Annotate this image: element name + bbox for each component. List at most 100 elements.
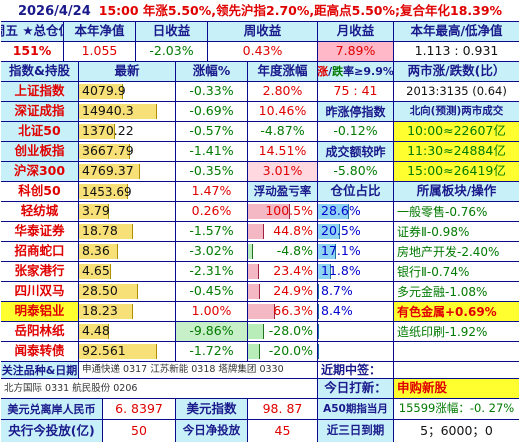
- index-price: 1370.22: [82, 123, 134, 139]
- holding-pl: -20.0%: [268, 343, 313, 359]
- holding-share-cell: 11.8%: [318, 262, 393, 281]
- title-date: 2026/4/24: [17, 3, 91, 19]
- kc50-price: 1453.69: [82, 184, 132, 199]
- today-ipo-value[interactable]: 申购新股: [394, 379, 519, 398]
- index-col4: -5.80%: [318, 162, 393, 181]
- val-week: 0.43%: [208, 42, 317, 61]
- holding-share-cell: [318, 342, 393, 361]
- kc50-price-cell: 1453.69: [79, 182, 175, 201]
- holding-price-cell: 8.36: [79, 242, 175, 261]
- index-name[interactable]: 创业板指: [1, 142, 78, 161]
- hdr-sector: 所属板块/操作: [394, 182, 519, 201]
- holding-pl: -4.8%: [276, 243, 313, 259]
- holding-pl-cell: -28.0%: [248, 322, 317, 341]
- hdr-day: 日收益: [136, 22, 207, 41]
- hdr-index-name: 指数&持股: [1, 62, 78, 81]
- holding-price-cell: 18.23: [79, 302, 175, 321]
- holding-share-cell: 20.5%: [318, 222, 393, 241]
- index-price: 4079.9: [82, 83, 126, 99]
- index-price: 14940.3: [82, 103, 134, 119]
- holding-sector: 多元金融-1.08%: [394, 282, 519, 301]
- hdr-year: 年度涨幅: [248, 62, 317, 81]
- hdr-high-low: 本年最高/低净值: [394, 22, 519, 41]
- holding-price: 8.36: [82, 243, 110, 259]
- maturity-value: 5；6000；0: [394, 420, 519, 442]
- holding-share: 8.7%: [321, 283, 353, 299]
- holding-pl: 44.8%: [273, 223, 313, 239]
- holding-price-cell: 18.78: [79, 222, 175, 241]
- holding-share: 28.6%: [321, 203, 361, 219]
- index-year: 14.51%: [248, 142, 317, 161]
- holding-name[interactable]: 明泰铝业: [1, 302, 78, 321]
- index-col4: 成交额较昨: [318, 142, 393, 161]
- index-change: -0.69%: [176, 102, 247, 121]
- holding-sector: 证券Ⅱ-0.98%: [394, 222, 519, 241]
- index-name[interactable]: 北证50: [1, 122, 78, 141]
- holding-price-cell: 4.65: [79, 262, 175, 281]
- holding-name[interactable]: 华泰证券: [1, 222, 78, 241]
- index-col5: 15:00≈26419亿: [394, 162, 519, 181]
- holding-pl: 100.5%: [265, 203, 313, 219]
- index-price-cell: 3667.79: [79, 142, 175, 161]
- index-col4: 75 : 41: [318, 82, 393, 101]
- index-price: 4769.37: [82, 163, 134, 179]
- watch-items-1: 申通快递 0317 江苏新能 0318 塔牌集团 0330: [79, 362, 317, 378]
- title-bar: 2026/4/24 15:00 年涨5.50%,领先沪指2.70%,距高点5.5…: [1, 1, 519, 21]
- index-price-cell: 4769.37: [79, 162, 175, 181]
- hdr-down-label: 跌: [332, 65, 344, 78]
- holding-pl: -28.0%: [268, 323, 313, 339]
- val-position: 151%: [1, 42, 63, 61]
- holding-change: -1.57%: [176, 222, 247, 241]
- index-year: 2.80%: [248, 82, 317, 101]
- holding-price: 18.23: [82, 303, 118, 319]
- holding-pl-cell: 44.8%: [248, 222, 317, 241]
- holding-name[interactable]: 张家港行: [1, 262, 78, 281]
- hdr-month: 月收益: [318, 22, 393, 41]
- kc50-change: 1.47%: [176, 182, 247, 201]
- val-day: -2.03%: [136, 42, 207, 61]
- holding-change: 1.00%: [176, 302, 247, 321]
- holding-price: 18.78: [82, 223, 118, 239]
- near-sign-label: 近期中签：: [318, 362, 393, 378]
- hdr-updown-rate: 涨 / 跌率≥9.9%: [318, 62, 393, 81]
- holding-share-cell: 17.1%: [318, 242, 393, 261]
- holding-pl-cell: -20.0%: [248, 342, 317, 361]
- holding-pl: 23.4%: [273, 263, 313, 279]
- holding-pl-cell: 66.3%: [248, 302, 317, 321]
- holding-change: -2.31%: [176, 262, 247, 281]
- index-col5: 11:30≈24884亿: [394, 142, 519, 161]
- usdcnh-label: 美元兑离岸人民币: [1, 399, 102, 419]
- holding-name[interactable]: 轻纺城: [1, 202, 78, 221]
- net-inject-value: 45: [248, 420, 317, 442]
- index-year: -4.87%: [248, 122, 317, 141]
- index-col4: -0.12%: [318, 122, 393, 141]
- hdr-float-pl: 浮动盈亏率: [248, 182, 317, 201]
- pboc-value: 50: [103, 420, 175, 442]
- hdr-change: 涨幅%: [176, 62, 247, 81]
- holding-name[interactable]: 四川双马: [1, 282, 78, 301]
- index-name[interactable]: 深证成指: [1, 102, 78, 121]
- holding-price-cell: 3.79: [79, 202, 175, 221]
- holding-price: 4.65: [82, 263, 110, 279]
- kc50-name[interactable]: 科创50: [1, 182, 78, 201]
- near-sign-value: [394, 362, 519, 378]
- holding-price: 92.561: [82, 343, 126, 359]
- val-high-low: 1.113 : 0.931: [394, 42, 519, 61]
- hdr-latest: 最新: [79, 62, 175, 81]
- index-name[interactable]: 上证指数: [1, 82, 78, 101]
- a50-label: A50期指当月: [318, 399, 393, 419]
- hdr-share: 仓位占比: [318, 182, 393, 201]
- holding-pl: 66.3%: [273, 303, 313, 319]
- holding-share: 20.5%: [321, 223, 361, 239]
- holding-change: -0.45%: [176, 282, 247, 301]
- hdr-up-label: 涨: [318, 65, 329, 78]
- holding-change: -1.72%: [176, 342, 247, 361]
- index-price-cell: 1370.22: [79, 122, 175, 141]
- holding-sector: 造纸印刷-1.92%: [394, 322, 519, 341]
- holding-name[interactable]: 闻泰转债: [1, 342, 78, 361]
- holding-name[interactable]: 岳阳林纸: [1, 322, 78, 341]
- holding-name[interactable]: 招商蛇口: [1, 242, 78, 261]
- index-col4: 昨涨停指数: [318, 102, 393, 121]
- holding-change: -3.02%: [176, 242, 247, 261]
- index-name[interactable]: 沪深300: [1, 162, 78, 181]
